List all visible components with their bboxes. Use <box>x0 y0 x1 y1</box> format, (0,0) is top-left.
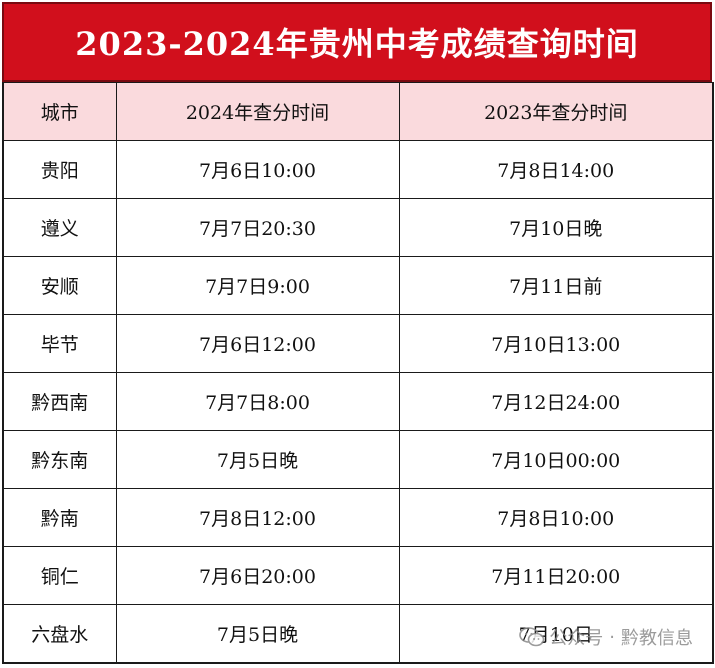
watermark-account-name: 黔教信息 <box>621 628 693 649</box>
city-cell: 六盘水 <box>2 604 117 663</box>
table-row: 贵阳 7月6日10:00 7月8日14:00 <box>2 140 714 199</box>
city-cell: 铜仁 <box>2 546 117 605</box>
table-header-row: 城市 2024年查分时间 2023年查分时间 <box>2 82 714 141</box>
time-2024-cell: 7月7日20:30 <box>115 198 400 257</box>
table-row: 铜仁 7月6日20:00 7月11日20:00 <box>2 546 714 605</box>
time-2023-cell: 7月11日前 <box>398 256 714 315</box>
time-2024-cell: 7月5日晚 <box>115 430 400 489</box>
city-cell: 遵义 <box>2 198 117 257</box>
time-2023-cell: 7月12日24:00 <box>398 372 714 431</box>
time-2023-cell: 7月11日20:00 <box>398 546 714 605</box>
city-cell: 黔东南 <box>2 430 117 489</box>
page-title: 2023-2024年贵州中考成绩查询时间 <box>75 25 639 63</box>
time-2023-cell: 7月10日00:00 <box>398 430 714 489</box>
table-row: 黔东南 7月5日晚 7月10日00:00 <box>2 430 714 489</box>
time-2024-cell: 7月8日12:00 <box>115 488 400 547</box>
watermark-prefix: 公众号 <box>549 628 604 649</box>
header-2023: 2023年查分时间 <box>398 82 714 141</box>
time-2024-cell: 7月7日8:00 <box>115 372 400 431</box>
time-2023-cell: 7月10日晚 <box>398 198 714 257</box>
time-2024-cell: 7月6日12:00 <box>115 314 400 373</box>
table-row: 毕节 7月6日12:00 7月10日13:00 <box>2 314 714 373</box>
watermark: 公众号 · 黔教信息 <box>519 624 693 650</box>
title-banner: 2023-2024年贵州中考成绩查询时间 <box>2 2 712 82</box>
city-cell: 安顺 <box>2 256 117 315</box>
header-2024: 2024年查分时间 <box>115 82 400 141</box>
city-cell: 黔南 <box>2 488 117 547</box>
time-2024-cell: 7月5日晚 <box>115 604 400 663</box>
watermark-separator: · <box>609 626 615 648</box>
time-2024-cell: 7月7日9:00 <box>115 256 400 315</box>
wechat-icon <box>519 627 545 647</box>
table-row: 安顺 7月7日9:00 7月11日前 <box>2 256 714 315</box>
schedule-table: 城市 2024年查分时间 2023年查分时间 贵阳 7月6日10:00 7月8日… <box>2 82 714 664</box>
table-row: 黔南 7月8日12:00 7月8日10:00 <box>2 488 714 547</box>
city-cell: 毕节 <box>2 314 117 373</box>
time-2024-cell: 7月6日10:00 <box>115 140 400 199</box>
city-cell: 黔西南 <box>2 372 117 431</box>
time-2023-cell: 7月10日13:00 <box>398 314 714 373</box>
header-city: 城市 <box>2 82 117 141</box>
time-2023-cell: 7月8日14:00 <box>398 140 714 199</box>
city-cell: 贵阳 <box>2 140 117 199</box>
time-2023-cell: 7月8日10:00 <box>398 488 714 547</box>
table-row: 黔西南 7月7日8:00 7月12日24:00 <box>2 372 714 431</box>
table-row: 遵义 7月7日20:30 7月10日晚 <box>2 198 714 257</box>
time-2024-cell: 7月6日20:00 <box>115 546 400 605</box>
